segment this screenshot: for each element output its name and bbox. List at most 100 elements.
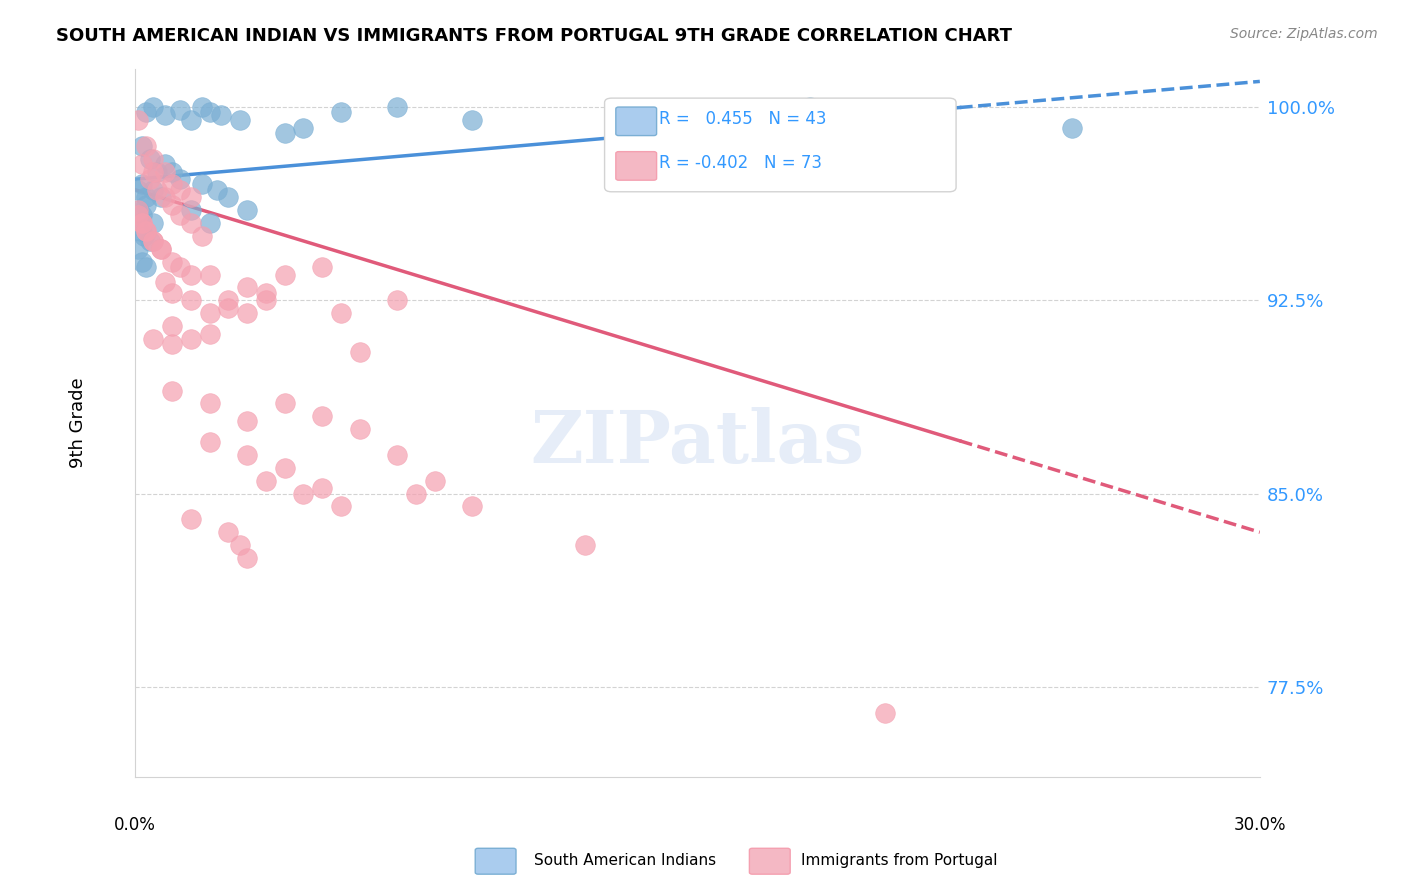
Point (153, 190, 176, 204)
Point (127, 203, 149, 218)
Point (127, 208, 149, 222)
Point (292, 486, 315, 500)
Point (236, 280, 259, 294)
Point (169, 208, 191, 222)
Text: 30.0%: 30.0% (1233, 815, 1286, 834)
Text: Source: ZipAtlas.com: Source: ZipAtlas.com (1230, 27, 1378, 41)
Point (198, 216, 221, 230)
Point (198, 435, 221, 450)
Point (461, 113, 484, 128)
Point (153, 108, 176, 122)
Point (198, 326, 221, 341)
Point (423, 474, 446, 488)
Point (160, 337, 183, 351)
Point (218, 301, 240, 315)
Point (236, 551, 259, 566)
Point (135, 224, 157, 238)
Point (218, 293, 240, 308)
Point (160, 285, 183, 300)
Point (149, 190, 172, 204)
Point (131, 178, 153, 192)
Point (160, 178, 183, 192)
Point (135, 198, 157, 212)
Point (153, 276, 176, 290)
Point (131, 216, 153, 230)
Text: SOUTH AMERICAN INDIAN VS IMMIGRANTS FROM PORTUGAL 9TH GRADE CORRELATION CHART: SOUTH AMERICAN INDIAN VS IMMIGRANTS FROM… (56, 27, 1012, 45)
Point (146, 164, 169, 178)
Point (169, 172, 191, 186)
Point (274, 268, 297, 282)
Point (142, 164, 165, 178)
Point (254, 293, 277, 308)
Text: 0.0%: 0.0% (114, 815, 156, 834)
Point (198, 105, 221, 120)
Point (160, 164, 183, 178)
Point (138, 152, 160, 166)
Point (274, 396, 297, 410)
Point (236, 203, 259, 218)
Point (311, 482, 333, 496)
Point (236, 448, 259, 462)
Point (191, 178, 214, 192)
Point (131, 157, 153, 171)
Point (142, 332, 165, 346)
Point (135, 224, 157, 238)
Point (236, 306, 259, 320)
Point (330, 500, 353, 514)
Point (191, 229, 214, 244)
Text: 9th Grade: 9th Grade (69, 377, 87, 468)
Point (135, 105, 157, 120)
Point (387, 293, 409, 308)
Text: R = -0.402   N = 73: R = -0.402 N = 73 (659, 154, 823, 172)
Point (1062, 120, 1084, 135)
Point (207, 183, 229, 197)
Point (330, 306, 353, 320)
Point (135, 138, 157, 153)
Point (160, 198, 183, 212)
Point (127, 113, 149, 128)
Point (146, 183, 169, 197)
Point (131, 254, 153, 268)
Point (160, 254, 183, 268)
Point (218, 525, 240, 540)
Point (349, 422, 371, 436)
Point (169, 103, 191, 117)
Point (131, 208, 153, 222)
Point (292, 120, 315, 135)
Point (153, 164, 176, 178)
Point (127, 203, 149, 218)
Text: R =   0.455   N = 43: R = 0.455 N = 43 (659, 110, 827, 128)
Point (127, 183, 149, 197)
Point (191, 100, 214, 114)
Point (160, 384, 183, 398)
Point (209, 108, 232, 122)
Point (311, 409, 333, 424)
Point (236, 414, 259, 428)
Point (180, 203, 202, 218)
Point (131, 138, 153, 153)
Point (387, 100, 409, 114)
Point (198, 306, 221, 320)
Point (229, 538, 252, 552)
Point (873, 706, 896, 720)
Point (138, 172, 160, 186)
Point (180, 512, 202, 526)
Point (142, 100, 165, 114)
Point (149, 242, 172, 256)
Point (198, 268, 221, 282)
Text: ZIPatlas: ZIPatlas (530, 407, 865, 477)
Point (254, 474, 277, 488)
Point (129, 224, 152, 238)
Point (405, 486, 427, 500)
Point (180, 293, 202, 308)
Point (142, 234, 165, 248)
Point (274, 460, 297, 475)
Point (153, 157, 176, 171)
Point (274, 126, 297, 140)
Point (330, 105, 353, 120)
Point (135, 190, 157, 204)
Point (461, 500, 484, 514)
Point (387, 448, 409, 462)
Point (180, 332, 202, 346)
Point (169, 183, 191, 197)
